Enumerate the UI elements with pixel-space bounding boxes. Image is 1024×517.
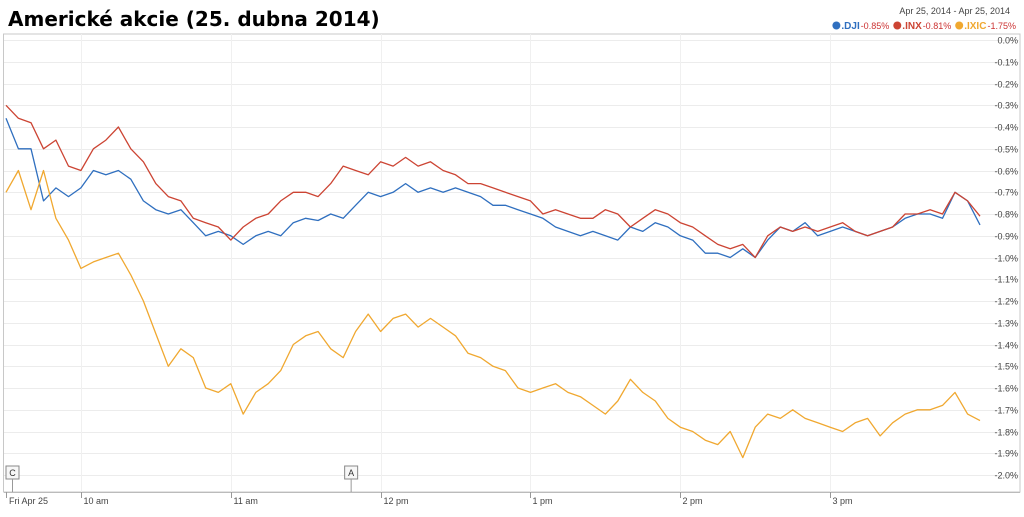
- x-tick-label: Fri Apr 25: [9, 496, 48, 506]
- y-tick-label: -0.2%: [994, 80, 1018, 90]
- legend-name: .INX: [902, 21, 922, 32]
- y-tick-label: -0.8%: [994, 210, 1018, 220]
- y-tick-label: -1.5%: [994, 362, 1018, 372]
- legend-change: -0.85%: [861, 21, 890, 31]
- x-tick-label: 2 pm: [683, 496, 703, 506]
- y-tick-label: -1.3%: [994, 319, 1018, 329]
- event-marker-a[interactable]: A: [344, 465, 359, 492]
- y-tick-label: -1.8%: [994, 428, 1018, 438]
- x-tick-label: 1 pm: [533, 496, 553, 506]
- date-range: Apr 25, 2014 - Apr 25, 2014: [899, 6, 1010, 16]
- y-tick-label: -1.9%: [994, 449, 1018, 459]
- legend-change: -0.81%: [923, 21, 952, 31]
- y-tick-label: -0.9%: [994, 232, 1018, 242]
- y-tick-label: -0.5%: [994, 145, 1018, 155]
- legend-change: -1.75%: [988, 21, 1017, 31]
- legend: -1.75%.IXIC-0.81%.INX-0.85%.DJI: [832, 21, 1016, 32]
- series-line-inx: [5, 104, 981, 259]
- legend-dot: [832, 21, 841, 30]
- y-tick-label: -0.3%: [994, 101, 1018, 111]
- legend-name: .IXIC: [964, 21, 986, 32]
- legend-name: .DJI: [841, 21, 860, 32]
- y-tick-label: -2.0%: [994, 471, 1018, 481]
- series-line-ixic: [5, 169, 981, 459]
- legend-item-dji[interactable]: -0.85%.DJI: [832, 21, 889, 32]
- y-tick-label: -0.1%: [994, 58, 1018, 68]
- y-tick-label: 0.0%: [997, 36, 1018, 46]
- y-tick-label: -1.4%: [994, 341, 1018, 351]
- y-tick-label: -0.4%: [994, 123, 1018, 133]
- y-tick-label: -0.7%: [994, 188, 1018, 198]
- series-line-dji: [5, 118, 981, 259]
- event-marker-label: C: [9, 468, 16, 478]
- y-tick-label: -0.6%: [994, 167, 1018, 177]
- x-tick-label: 11 am: [234, 496, 258, 506]
- legend-item-ixic[interactable]: -1.75%.IXIC: [955, 21, 1016, 32]
- legend-item-inx[interactable]: -0.81%.INX: [893, 21, 951, 32]
- y-tick-label: -1.1%: [994, 275, 1018, 285]
- y-tick-label: -1.0%: [994, 254, 1018, 264]
- legend-dot: [893, 21, 902, 30]
- legend-dot: [955, 21, 964, 30]
- y-tick-label: -1.7%: [994, 406, 1018, 416]
- chart-title: Americké akcie (25. dubna 2014): [8, 7, 380, 31]
- event-marker-label: A: [348, 468, 354, 478]
- x-tick-label: 10 am: [84, 496, 109, 506]
- y-tick-label: -1.6%: [994, 384, 1018, 394]
- event-marker-c[interactable]: C: [5, 465, 20, 492]
- y-tick-label: -1.2%: [994, 297, 1018, 307]
- x-tick-label: 12 pm: [384, 496, 409, 506]
- x-tick-label: 3 pm: [833, 496, 853, 506]
